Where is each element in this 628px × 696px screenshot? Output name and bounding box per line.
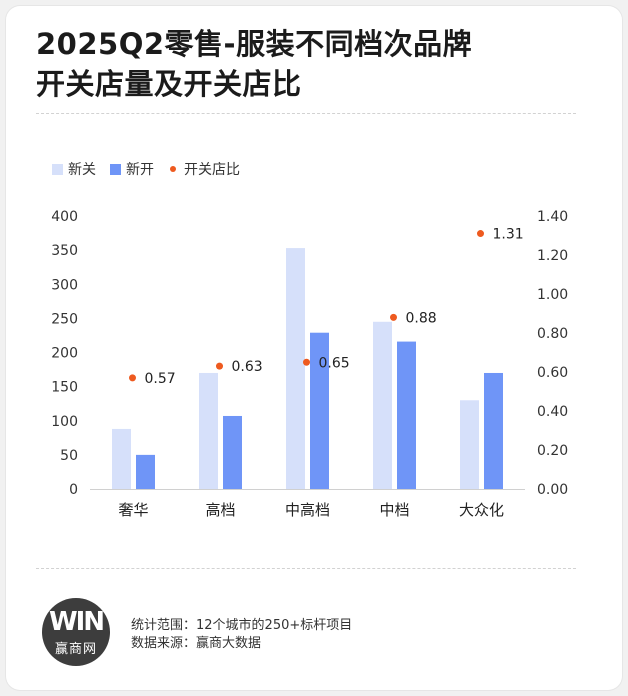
ratio-data-label: 1.31 [493,227,524,243]
legend-item-open: 新开 [110,159,154,179]
legend-item-ratio: 开关店比 [168,159,240,179]
y-left-tick-label: 200 [51,346,78,362]
x-category-label: 中高档 [285,501,330,519]
ratio-data-label: 0.88 [406,310,437,326]
y-right-tick-label: 0.80 [537,326,568,342]
ratio-point [390,313,397,321]
winshang-logo: WIN 赢商网 [42,598,110,666]
y-left-tick-label: 150 [51,380,78,396]
bar-close [460,400,479,489]
legend-swatch-close [52,163,63,175]
bar-close [199,372,218,489]
footer-source: 数据来源：赢商大数据 [131,636,262,651]
ratio-data-label: 0.65 [319,355,350,371]
y-right-tick-label: 0.60 [537,365,568,381]
bar-open [397,341,416,489]
x-category-label: 中档 [379,501,409,519]
footer-scope: 统计范围：12个城市的250+标杆项目 [131,618,353,633]
y-right-tick-label: 0.40 [537,404,568,420]
ratio-point [477,230,484,238]
y-left-tick-label: 50 [60,448,78,464]
bar-open [136,454,155,489]
ratio-data-label: 0.63 [232,359,263,375]
x-category-label: 奢华 [118,501,148,519]
chart-title: 2025Q2零售-服装不同档次品牌 开关店量及开关店比 [36,24,472,104]
bar-close [112,428,131,489]
y-right-tick-label: 1.00 [537,287,568,303]
bar-close [286,248,305,489]
logo-mark: WIN [48,607,105,637]
legend-label-open: 新开 [126,162,154,178]
y-right-tick-label: 1.40 [537,209,568,225]
legend: 新关 新开 开关店比 [52,158,254,180]
bar-open [223,415,242,489]
legend-swatch-open [110,163,121,175]
y-right-tick-label: 0.20 [537,443,568,459]
title-line-2: 开关店量及开关店比 [36,67,302,101]
ratio-data-label: 0.57 [145,371,176,387]
chart-plot: 0 50 100 150 200 250 300 350 400 0.00 0.20 0.40 0.60… [51,209,568,519]
y-left-tick-label: 100 [51,414,78,430]
y-right-tick-label: 0.00 [537,482,568,498]
y-right-tick-label: 1.20 [537,248,568,264]
bar-open [310,332,329,489]
x-category-label: 大众化 [459,501,504,519]
y-left-tick-label: 0 [69,482,78,498]
bar-open [484,372,503,489]
y-left-tick-label: 350 [51,243,78,259]
top-divider [36,113,576,114]
legend-label-ratio: 开关店比 [184,162,240,178]
legend-dot-ratio [170,166,176,172]
title-line-1: 2025Q2零售-服装不同档次品牌 [36,27,473,61]
x-category-label: 高档 [205,501,235,519]
y-left-tick-label: 300 [51,277,78,293]
bar-close [373,321,392,489]
legend-label-close: 新关 [68,162,96,178]
footer-notes: 统计范围：12个城市的250+标杆项目 数据来源：赢商大数据 [131,617,352,653]
y-left-tick-label: 400 [51,209,78,225]
ratio-point [216,362,223,370]
ratio-point [129,374,136,382]
legend-item-close: 新关 [52,159,96,179]
y-left-tick-label: 250 [51,311,78,327]
ratio-point [303,358,310,366]
bottom-divider [36,568,576,569]
logo-name: 赢商网 [54,642,97,657]
